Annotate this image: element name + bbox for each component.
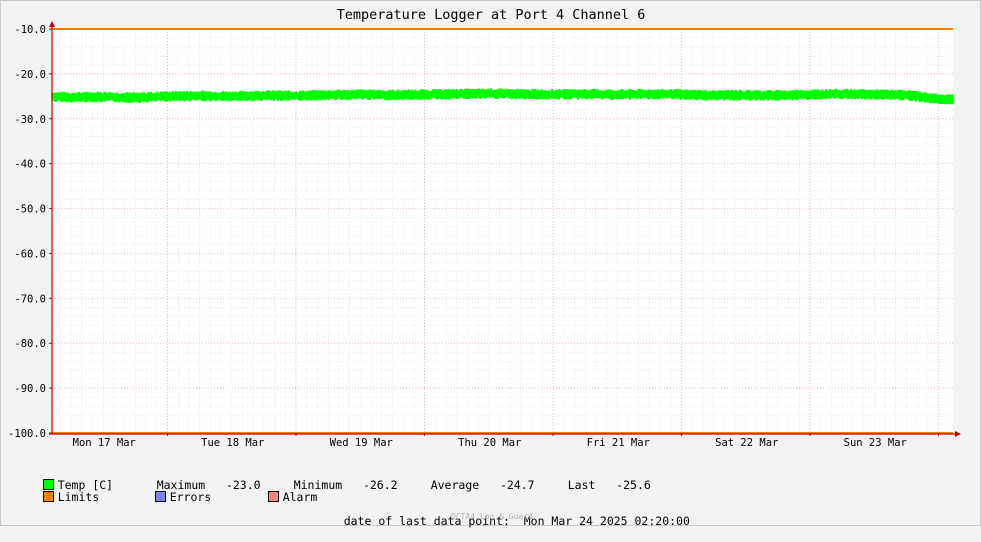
y-tick-label: -70.0 (14, 293, 46, 305)
credit-text: OCTA4 Log & Guard (451, 512, 533, 521)
y-tick-label: -30.0 (14, 114, 46, 126)
stat-average-value: -24.7 (499, 478, 535, 492)
x-axis-arrow-icon (955, 431, 961, 437)
x-tick-label: Wed 19 Mar (330, 437, 393, 449)
legend-limits: Limits (57, 490, 100, 504)
alarm-swatch-icon (267, 491, 279, 502)
y-tick-label: -100.0 (8, 428, 46, 440)
limits-swatch-icon (42, 491, 54, 502)
x-tick-label: Tue 18 Mar (201, 437, 264, 449)
y-tick-label: -40.0 (14, 159, 46, 171)
y-tick-labels: -10.0 -20.0 -30.0 -40.0 -50.0 -60.0 -70.0 -80.0… (8, 24, 46, 440)
x-tick-labels: Mon 17 Mar Tue 18 Mar Wed 19 Mar Thu 20 Mar… (73, 437, 907, 449)
stat-minimum: Minimum -26.2 (266, 464, 398, 506)
legend-row-errors: Errors (127, 476, 211, 518)
temp-swatch-icon (42, 479, 54, 490)
x-tick-label: Sat 22 Mar (715, 437, 778, 449)
x-tick-label: Thu 20 Mar (458, 437, 521, 449)
legend-row-temp: Temp [C] (15, 464, 113, 506)
stat-average: Average -24.7 (403, 464, 535, 506)
chart-canvas: Temperature Logger at Port 4 Channel 6 -… (8, 7, 961, 449)
y-tick-label: -20.0 (14, 69, 46, 81)
stat-last-value: -25.6 (616, 478, 651, 492)
y-tick-label: -90.0 (14, 383, 46, 395)
legend-alarm: Alarm (282, 490, 318, 504)
y-tick-label: -50.0 (14, 204, 46, 216)
stat-maximum-label: Maximum (156, 478, 206, 492)
stat-minimum-value: -26.2 (362, 478, 398, 492)
x-tick-label: Sun 23 Mar (844, 437, 907, 449)
minor-grid (52, 29, 953, 433)
stat-minimum-label: Minimum (293, 478, 343, 492)
legend-temp: Temp [C] (57, 478, 114, 492)
legend-row-alarm: Alarm (240, 476, 317, 518)
legend-row-limits: Limits (15, 476, 99, 518)
y-tick-label: -10.0 (14, 24, 46, 36)
stat-last-label: Last (567, 478, 596, 492)
last-data-point-label: date of last data point: (343, 514, 510, 528)
stat-last: Last -25.6 (540, 464, 651, 506)
x-tick-label: Fri 21 Mar (587, 437, 650, 449)
last-data-point-value: Mon Mar 24 2025 02:20:00 (523, 514, 690, 528)
y-axis-arrow-icon (49, 21, 55, 27)
temp-line (50, 88, 954, 105)
chart-title: Temperature Logger at Port 4 Channel 6 (337, 7, 646, 23)
y-tick-label: -80.0 (14, 338, 46, 350)
chart-frame: Temperature Logger at Port 4 Channel 6 -… (0, 0, 981, 528)
axes (49, 21, 961, 437)
series-layer (50, 28, 954, 434)
stat-maximum-value: -23.0 (225, 478, 261, 492)
stat-maximum: Maximum -23.0 (129, 464, 261, 506)
errors-swatch-icon (154, 491, 166, 502)
y-tick-label: -60.0 (14, 248, 46, 260)
last-data-point: date of last data point: Mon Mar 24 2025… (316, 500, 690, 542)
x-tick-label: Mon 17 Mar (73, 437, 136, 449)
legend-errors: Errors (169, 490, 212, 504)
stat-average-label: Average (430, 478, 480, 492)
